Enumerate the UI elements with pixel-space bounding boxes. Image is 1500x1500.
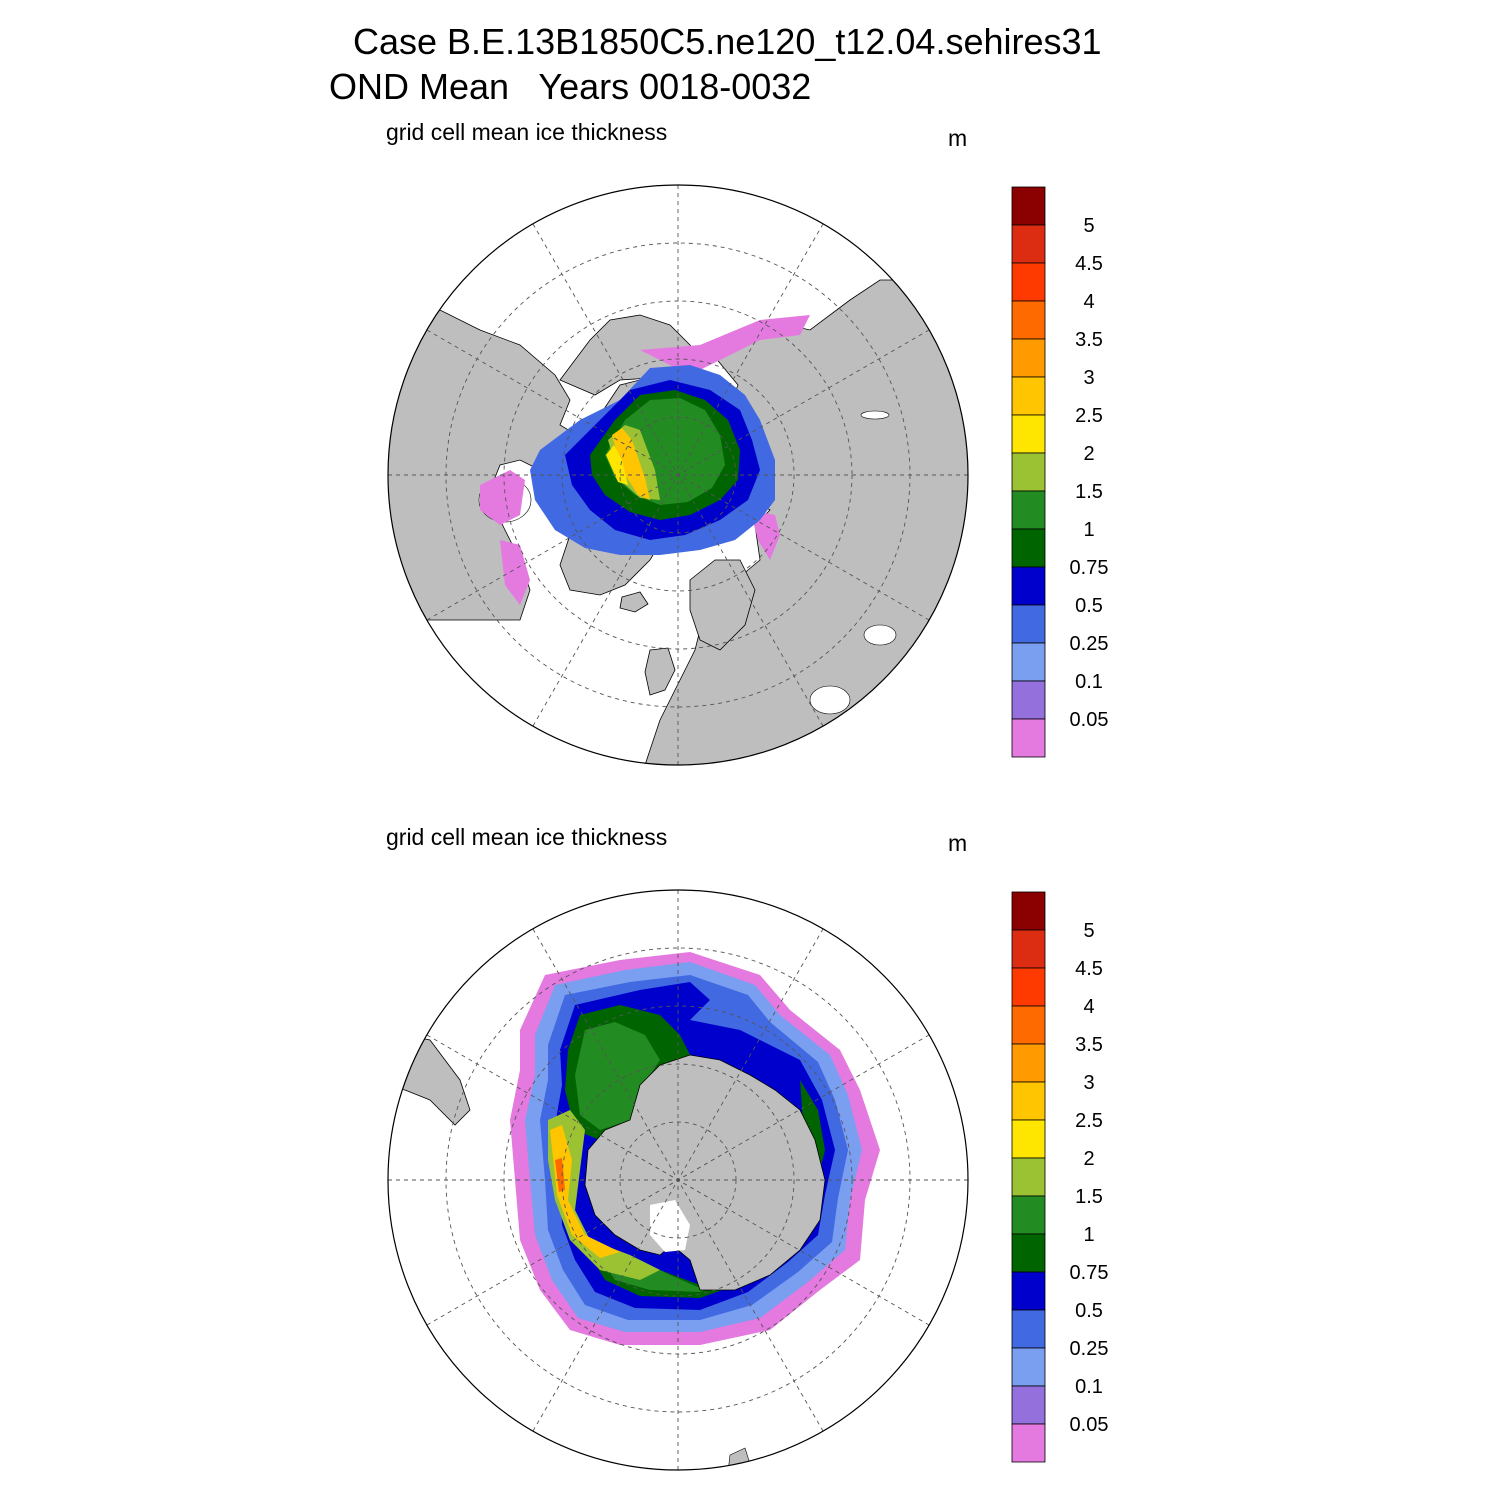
colorbar-swatch — [1011, 891, 1046, 931]
colorbar-tick-label: 5 — [1083, 215, 1094, 237]
north-panel-label: grid cell mean ice thickness — [386, 119, 668, 145]
colorbar-tick-label: 3.5 — [1075, 1034, 1103, 1056]
colorbar-swatch — [1011, 566, 1046, 606]
colorbar-swatch — [1011, 604, 1046, 644]
british-isles-land — [644, 647, 676, 696]
colorbar-swatch — [1011, 967, 1046, 1007]
colorbar-swatch — [1011, 1081, 1046, 1121]
colorbar-tick-label: 5 — [1083, 920, 1094, 942]
figure-title-period: OND Mean Years 0018-0032 — [329, 66, 812, 107]
colorbar-swatch — [1011, 1195, 1046, 1235]
colorbar-tick-label: 4.5 — [1075, 253, 1103, 275]
south-panel-label: grid cell mean ice thickness — [386, 824, 668, 850]
colorbar-swatch — [1011, 338, 1046, 378]
colorbar-swatch — [1011, 528, 1046, 568]
colorbar-swatch — [1011, 1233, 1046, 1273]
colorbar-swatch — [1011, 1119, 1046, 1159]
colorbar-swatch — [1011, 1423, 1046, 1463]
scandinavia-land — [689, 559, 756, 651]
colorbar-tick-label: 3 — [1083, 1072, 1094, 1094]
south-graticule — [388, 890, 968, 1470]
iceland-land — [619, 591, 649, 613]
colorbar-swatch — [1011, 224, 1046, 264]
inland-sea — [809, 685, 851, 715]
north-panel-units: m — [948, 125, 968, 151]
colorbar-tick-label: 0.1 — [1075, 671, 1103, 693]
colorbar-tick-label: 2 — [1083, 443, 1094, 465]
colorbar-tick-label: 1.5 — [1075, 481, 1103, 503]
colorbar-swatch — [1011, 490, 1046, 530]
colorbar-swatch — [1011, 1157, 1046, 1197]
antarctica-landmass — [584, 1054, 826, 1291]
colorbar-swatch — [1011, 1043, 1046, 1083]
colorbar-tick-label: 3.5 — [1075, 329, 1103, 351]
north-polar-map — [387, 184, 969, 766]
north-map-border — [387, 184, 969, 766]
figure-title-case: Case B.E.13B1850C5.ne120_t12.04.sehires3… — [353, 21, 1102, 62]
colorbar-tick-label: 0.5 — [1075, 1300, 1103, 1322]
colorbar-tick-label: 2.5 — [1075, 405, 1103, 427]
colorbar-tick-label: 0.05 — [1070, 709, 1109, 731]
colorbar-tick-label: 0.25 — [1070, 633, 1109, 655]
colorbar-swatch — [1011, 1309, 1046, 1349]
colorbar-swatch — [1011, 1271, 1046, 1311]
colorbar-swatch — [1011, 1385, 1046, 1425]
colorbar-tick-label: 4.5 — [1075, 958, 1103, 980]
colorbar-tick-label: 0.05 — [1070, 1414, 1109, 1436]
colorbar-tick-label: 1 — [1083, 519, 1094, 541]
north-sea-ice — [480, 315, 810, 605]
inland-sea — [863, 624, 897, 646]
south-map-border — [387, 889, 969, 1471]
colorbar-swatch — [1011, 929, 1046, 969]
south-colorbar: 5 4.5 4 3.5 3 2.5 2 1.5 1 0.75 0.5 0.25 0.1 0.05 — [1011, 891, 1109, 1463]
south-polar-map — [387, 889, 969, 1471]
north-colorbar: 5 4.5 4 3.5 3 2.5 2 1.5 1 0.75 0.5 0.25 0.1 0.05 — [1011, 186, 1109, 758]
colorbar-swatch — [1011, 680, 1046, 720]
colorbar-swatch — [1011, 186, 1046, 226]
colorbar-tick-label: 1.5 — [1075, 1186, 1103, 1208]
colorbar-tick-label: 4 — [1083, 996, 1094, 1018]
colorbar-swatch — [1011, 376, 1046, 416]
colorbar-swatch — [1011, 642, 1046, 682]
colorbar-tick-label: 4 — [1083, 291, 1094, 313]
ice-shelf-gap — [650, 1200, 690, 1252]
colorbar-swatch — [1011, 300, 1046, 340]
colorbar-tick-label: 2.5 — [1075, 1110, 1103, 1132]
colorbar-tick-label: 3 — [1083, 367, 1094, 389]
colorbar-swatch — [1011, 452, 1046, 492]
inland-lake — [860, 410, 890, 420]
colorbar-swatch — [1011, 414, 1046, 454]
north-graticule — [388, 185, 968, 765]
colorbar-tick-label: 0.1 — [1075, 1376, 1103, 1398]
colorbar-tick-label: 0.5 — [1075, 595, 1103, 617]
colorbar-tick-label: 1 — [1083, 1224, 1094, 1246]
colorbar-tick-label: 0.75 — [1070, 1262, 1109, 1284]
colorbar-tick-label: 0.25 — [1070, 1338, 1109, 1360]
colorbar-tick-label: 0.75 — [1070, 557, 1109, 579]
colorbar-swatch — [1011, 1347, 1046, 1387]
colorbar-swatch — [1011, 1005, 1046, 1045]
colorbar-swatch — [1011, 262, 1046, 302]
colorbar-swatch — [1011, 718, 1046, 758]
colorbar-tick-label: 2 — [1083, 1148, 1094, 1170]
south-panel-units: m — [948, 830, 968, 856]
